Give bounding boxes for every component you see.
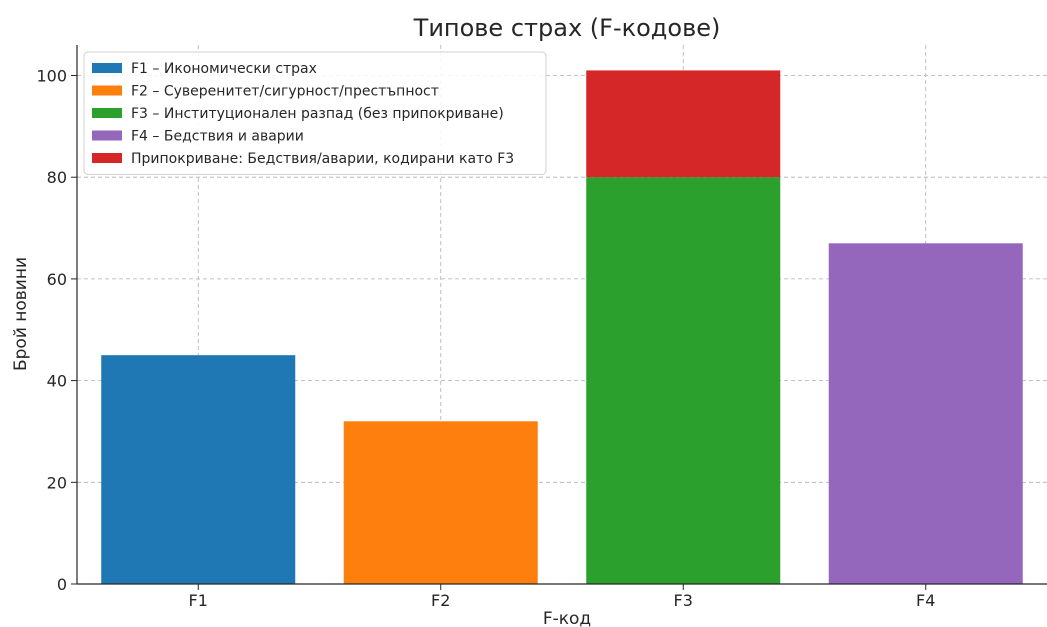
bar-f4-series-4 <box>828 243 1023 584</box>
legend-label: F4 – Бедствия и аварии <box>131 129 304 145</box>
legend-swatch <box>92 153 122 163</box>
legend-label: F1 – Икономически страх <box>131 61 317 77</box>
legend-swatch <box>92 63 122 73</box>
y-tick-label: 0 <box>57 575 67 594</box>
y-axis-label: Брой новини <box>11 257 31 371</box>
legend-label: Припокриване: Бедствия/аварии, кодирани … <box>131 151 514 167</box>
x-tick-label: F2 <box>431 591 450 610</box>
y-tick-label: 40 <box>47 372 67 391</box>
chart-title: Типове страх (F-кодове) <box>413 14 721 42</box>
bar-f2-series-2 <box>343 421 538 584</box>
x-axis-label: F-код <box>543 609 591 627</box>
legend: F1 – Икономически страх F2 – Суверенитет/… <box>83 51 547 175</box>
y-tick-label: 60 <box>47 270 67 289</box>
x-tick-label: F3 <box>674 591 693 610</box>
bar-f3-series-5 <box>586 70 781 178</box>
y-tick-label: 100 <box>36 67 67 86</box>
y-tick-label: 20 <box>47 473 67 492</box>
x-tick-label: F1 <box>189 591 208 610</box>
bars <box>101 70 1023 584</box>
x-tick-label: F4 <box>916 591 935 610</box>
legend-label: F2 – Суверенитет/сигурност/престъпност <box>131 84 439 100</box>
y-tick-label: 80 <box>47 168 67 187</box>
legend-label: F3 – Институционален разпад (без припокр… <box>131 106 504 122</box>
axes: 0 20 40 60 80 100 F1 F2 F3 F4 <box>36 45 1047 610</box>
legend-box <box>83 51 547 175</box>
legend-swatch <box>92 130 122 141</box>
legend-swatch <box>92 85 122 96</box>
bar-f1-series-1 <box>101 355 296 584</box>
legend-swatch <box>92 108 122 118</box>
bar-f3-series-3 <box>586 177 781 584</box>
